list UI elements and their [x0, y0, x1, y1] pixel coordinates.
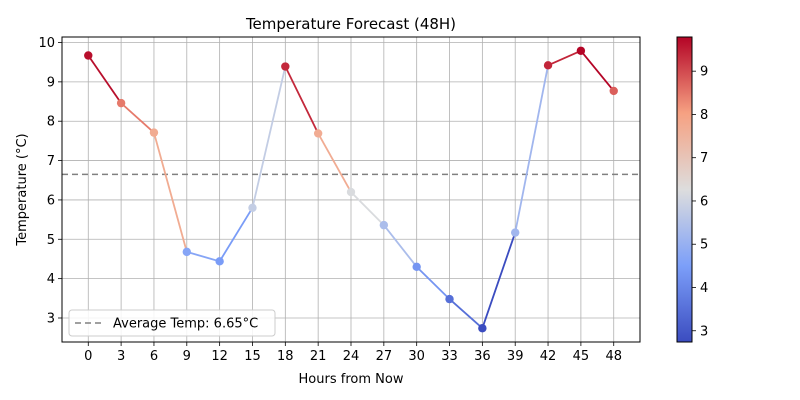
data-point — [412, 262, 421, 272]
y-tick-label: 9 — [47, 75, 55, 90]
data-point — [149, 128, 159, 137]
x-tick-label: 27 — [376, 349, 393, 364]
x-tick-label: 0 — [84, 349, 92, 364]
data-point — [313, 129, 323, 138]
line-segments — [87, 49, 615, 329]
line-segment — [251, 66, 287, 209]
y-tick-label: 6 — [47, 193, 55, 208]
x-tick-label: 6 — [150, 349, 158, 364]
x-tick-label: 45 — [573, 349, 590, 364]
x-tick-label: 18 — [277, 349, 294, 364]
y-axis-label: Temperature (°C) — [15, 133, 30, 246]
x-tick-label: 48 — [605, 349, 622, 364]
line-segment — [547, 49, 582, 67]
data-point — [281, 62, 290, 71]
line-segment — [120, 102, 155, 134]
line-segment — [153, 132, 188, 253]
x-tick-label: 3 — [117, 349, 125, 364]
x-tick-label: 39 — [507, 349, 524, 364]
line-segment — [218, 207, 254, 262]
colorbar-tick-label: 5 — [700, 238, 708, 253]
x-tick-label: 42 — [540, 349, 557, 364]
data-points — [84, 46, 618, 333]
y-tick-label: 8 — [47, 115, 55, 130]
data-point — [576, 46, 586, 55]
line-segment — [514, 65, 549, 233]
x-tick-label: 21 — [310, 349, 327, 364]
data-point — [116, 98, 126, 108]
data-point — [609, 86, 618, 96]
colorbar-tick-label: 8 — [700, 108, 708, 123]
line-segment — [481, 232, 517, 329]
legend: Average Temp: 6.65°C — [68, 309, 276, 337]
data-point — [445, 294, 454, 304]
colorbar-ticks: 3 4 5 6 7 8 9 — [692, 65, 708, 339]
y-tick-label: 7 — [47, 154, 55, 169]
x-tick-label: 12 — [211, 349, 228, 364]
x-tick-label: 36 — [474, 349, 491, 364]
x-axis-ticks: 0 3 6 9 12 15 18 21 24 27 30 33 36 39 42 45 48 — [84, 342, 622, 364]
colorbar-tick-label: 7 — [700, 151, 708, 166]
colorbar-tick-label: 6 — [700, 194, 708, 209]
y-tick-label: 3 — [47, 311, 55, 326]
line-segment — [317, 132, 352, 193]
x-tick-label: 15 — [244, 349, 261, 364]
data-point — [543, 61, 553, 70]
x-tick-label: 24 — [343, 349, 360, 364]
chart-title: Temperature Forecast (48H) — [245, 15, 456, 33]
colorbar-tick-label: 3 — [700, 324, 708, 339]
line-segment — [186, 251, 220, 263]
legend-box — [68, 309, 276, 337]
x-tick-label: 33 — [441, 349, 458, 364]
legend-average-label: Average Temp: 6.65°C — [113, 317, 258, 332]
data-point — [511, 228, 520, 237]
data-point — [215, 257, 224, 266]
line-segment — [350, 191, 385, 226]
line-segment — [580, 50, 615, 92]
colorbar — [676, 36, 693, 343]
line-segment — [383, 224, 418, 268]
data-point — [379, 220, 389, 230]
y-tick-label: 4 — [47, 272, 55, 287]
data-point — [346, 187, 356, 197]
data-point — [84, 51, 93, 60]
y-tick-label: 10 — [38, 36, 55, 51]
line-segment — [416, 266, 451, 300]
data-point — [478, 324, 487, 333]
x-axis-label: Hours from Now — [299, 372, 404, 387]
y-tick-label: 5 — [47, 233, 55, 248]
x-tick-label: 9 — [183, 349, 191, 364]
grid-lines — [62, 37, 640, 342]
colorbar-tick-label: 4 — [700, 281, 708, 296]
colorbar-tick-label: 9 — [700, 65, 708, 80]
data-point — [248, 203, 257, 212]
line-segment — [284, 66, 319, 134]
data-point — [182, 247, 191, 257]
line-segment — [87, 54, 122, 104]
line-segment — [448, 298, 483, 329]
x-tick-label: 30 — [408, 349, 425, 364]
y-axis-ticks: 3 4 5 6 7 8 9 10 — [38, 36, 62, 326]
